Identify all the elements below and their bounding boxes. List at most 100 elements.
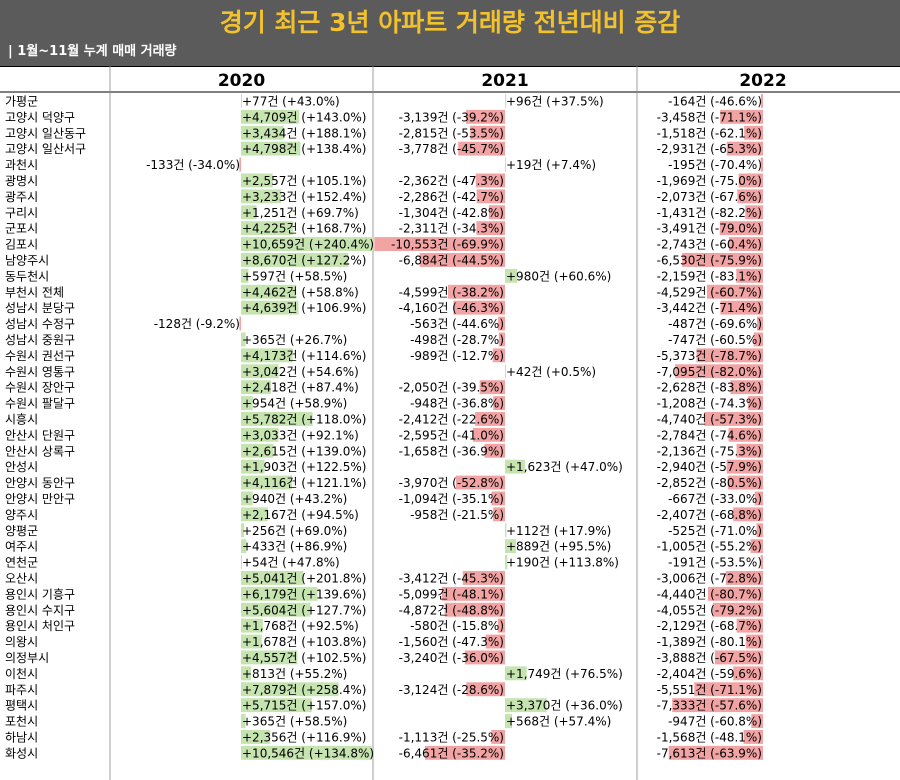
data-bar <box>241 284 297 299</box>
data-bar <box>714 650 763 665</box>
data-bar <box>760 94 763 108</box>
data-label: -3,240건 (-36.0%) <box>399 651 504 665</box>
year-header: 2020 <box>218 71 265 91</box>
data-label: -5,551건 (-71.1%) <box>657 683 762 697</box>
data-label: +5,604건 (+127.7%) <box>242 603 366 617</box>
data-bar <box>750 539 763 554</box>
data-label: -498건 (-28.7%) <box>410 333 504 347</box>
region-label: 포천시 <box>5 714 38 729</box>
region-label: 부천시 전체 <box>5 284 64 299</box>
data-bar <box>241 507 268 522</box>
data-label: -1,969건 (-75.0%) <box>657 174 762 188</box>
data-bar <box>241 173 273 188</box>
data-bar <box>241 539 247 554</box>
data-bar <box>760 555 763 569</box>
data-bar <box>505 714 513 728</box>
data-label: -2,136건 (-75.3%) <box>657 444 762 458</box>
data-bar <box>505 459 526 474</box>
data-bar <box>694 682 763 697</box>
region-label: 화성시 <box>5 746 38 760</box>
data-bar <box>241 94 242 108</box>
data-label: -747건 (-60.5%) <box>668 333 762 347</box>
data-bar <box>498 332 505 347</box>
data-bar <box>374 237 505 251</box>
data-bar <box>466 109 505 124</box>
data-bar <box>753 332 763 347</box>
data-label: -947건 (-60.8%) <box>668 715 762 729</box>
data-label: -7,095건 (-82.0%) <box>657 365 762 379</box>
data-label: -2,286건 (-42.7%) <box>399 190 504 204</box>
data-label: -1,658건 (-36.9%) <box>399 444 504 458</box>
data-label: +256건 (+69.0%) <box>242 524 347 538</box>
data-label: +112건 (+17.9%) <box>506 524 611 538</box>
region-label: 수원시 영통구 <box>5 365 75 379</box>
data-label: +1,903건 (+122.5%) <box>242 460 366 474</box>
data-label: -4,740건 (-57.3%) <box>657 412 762 426</box>
data-label: +190건 (+113.8%) <box>506 556 619 570</box>
region-label: 안산시 단원구 <box>5 428 75 442</box>
data-label: -133건 (-34.0%) <box>146 158 240 172</box>
data-label: +2,167건 (+94.5%) <box>242 508 359 522</box>
region-label: 파주시 <box>5 683 38 697</box>
data-label: +889건 (+95.5%) <box>506 540 611 554</box>
region-label: 오산시 <box>5 571 38 585</box>
data-label: +1,623건 (+47.0%) <box>506 460 623 474</box>
data-bar <box>241 221 294 236</box>
region-label: 시흥시 <box>5 412 38 426</box>
data-bar <box>241 205 257 220</box>
data-bar <box>472 427 505 442</box>
data-bar <box>682 253 763 267</box>
region-label: 용인시 기흥구 <box>5 587 75 601</box>
data-bar <box>475 412 505 426</box>
data-bar <box>241 237 373 251</box>
data-label: +2,418건 (+87.4%) <box>242 381 359 395</box>
region-label: 고양시 덕양구 <box>5 110 75 124</box>
data-label: +4,462건 (+58.8%) <box>242 285 359 299</box>
data-bar <box>756 523 763 538</box>
data-label: -4,440건 (-80.7%) <box>657 587 762 601</box>
data-label: +3,370건 (+36.0%) <box>506 699 623 713</box>
data-bar <box>736 618 763 633</box>
data-bar <box>475 173 505 188</box>
data-label: -10,553건 (-69.9%) <box>391 238 504 252</box>
data-bar <box>241 427 279 442</box>
data-bar <box>704 412 763 426</box>
data-label: -1,560건 (-47.3%) <box>399 635 504 649</box>
data-label: -1,005건 (-55.2%) <box>657 540 762 554</box>
data-label: -1,208건 (-74.3%) <box>657 397 762 411</box>
data-label: +5,715건 (+157.0%) <box>242 699 366 713</box>
region-label: 안양시 동안구 <box>5 476 75 490</box>
data-bar <box>726 459 763 474</box>
data-bar <box>733 666 763 681</box>
data-bar <box>712 602 763 617</box>
data-bar <box>744 125 763 140</box>
data-label: -2,050건 (-39.5%) <box>399 381 504 395</box>
region-label: 안양시 만안구 <box>5 492 75 506</box>
region-label: 고양시 일산서구 <box>5 142 86 156</box>
data-bar <box>241 650 298 665</box>
data-label: +365건 (+26.7%) <box>242 333 347 347</box>
data-bar <box>498 316 505 331</box>
data-label: +42건 (+0.5%) <box>506 365 596 379</box>
data-label: -989건 (-12.7%) <box>410 349 504 363</box>
data-bar <box>730 380 763 395</box>
data-bar <box>505 364 506 379</box>
data-label: -3,458건 (-71.1%) <box>657 110 762 124</box>
data-bar <box>719 221 763 236</box>
data-bar <box>696 348 763 363</box>
data-bar <box>470 125 505 140</box>
data-bar <box>241 571 304 585</box>
data-bar <box>241 555 242 569</box>
data-bar <box>491 730 505 744</box>
data-label: +54건 (+47.8%) <box>242 556 340 570</box>
data-label: +10,659건 (+240.4%) <box>242 238 374 252</box>
data-label: +19건 (+7.4%) <box>506 158 596 172</box>
data-label: -3,491건 (-79.0%) <box>657 222 762 236</box>
data-bar <box>441 586 505 601</box>
data-label: +7,879건 (+258.4%) <box>242 683 366 697</box>
data-label: +4,557건 (+102.5%) <box>242 651 366 665</box>
data-bar <box>241 586 318 601</box>
data-bar <box>241 332 246 347</box>
data-bar <box>760 157 763 172</box>
data-bar <box>745 634 763 649</box>
